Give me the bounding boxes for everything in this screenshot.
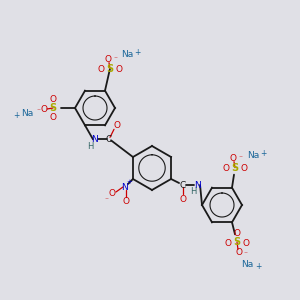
Text: ⁻: ⁻ xyxy=(243,250,247,259)
Text: N: N xyxy=(92,135,98,144)
Text: N: N xyxy=(194,181,200,190)
Text: ⁻: ⁻ xyxy=(113,54,117,63)
Text: O: O xyxy=(230,154,236,163)
Text: C: C xyxy=(106,135,112,144)
Text: O: O xyxy=(242,239,250,248)
Text: +: + xyxy=(13,112,19,121)
Text: ⁻: ⁻ xyxy=(238,153,242,162)
Text: +: + xyxy=(260,149,266,158)
Text: Na: Na xyxy=(121,50,133,59)
Text: H: H xyxy=(190,188,196,196)
Text: +: + xyxy=(134,48,140,57)
Text: O: O xyxy=(116,65,122,74)
Text: Na: Na xyxy=(21,109,33,118)
Text: S: S xyxy=(231,163,239,173)
Text: S: S xyxy=(233,237,241,247)
Text: O: O xyxy=(113,121,121,130)
Text: O: O xyxy=(98,65,104,74)
Text: Na: Na xyxy=(247,151,259,160)
Text: H: H xyxy=(87,142,93,151)
Text: +: + xyxy=(126,179,132,185)
Text: O: O xyxy=(104,55,112,64)
Text: S: S xyxy=(106,64,114,74)
Text: O: O xyxy=(180,194,187,203)
Text: S: S xyxy=(50,103,57,113)
Text: O: O xyxy=(224,239,232,248)
Text: ⁻: ⁻ xyxy=(105,196,109,205)
Text: O: O xyxy=(50,94,56,103)
Text: O: O xyxy=(236,248,242,257)
Text: N: N xyxy=(122,182,128,191)
Text: C: C xyxy=(180,181,186,190)
Text: O: O xyxy=(40,104,47,113)
Text: O: O xyxy=(122,197,129,206)
Text: O: O xyxy=(223,164,230,173)
Text: Na: Na xyxy=(241,260,253,269)
Text: +: + xyxy=(255,262,261,271)
Text: O: O xyxy=(233,229,241,238)
Text: ⁻: ⁻ xyxy=(36,106,40,116)
Text: O: O xyxy=(241,164,248,173)
Text: O: O xyxy=(50,112,56,122)
Text: O: O xyxy=(108,190,116,199)
